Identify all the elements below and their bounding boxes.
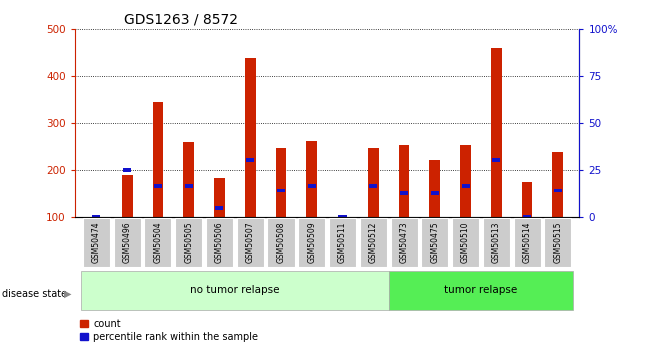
Text: GSM50515: GSM50515 (553, 221, 562, 263)
Bar (122, 175, 133, 217)
FancyBboxPatch shape (114, 218, 141, 267)
Bar (462, 184, 469, 188)
Bar (523, 216, 531, 219)
FancyBboxPatch shape (206, 218, 233, 267)
Text: GDS1263 / 8572: GDS1263 / 8572 (124, 12, 238, 26)
Text: GSM50510: GSM50510 (461, 221, 470, 263)
Text: GSM50473: GSM50473 (400, 221, 409, 263)
FancyBboxPatch shape (421, 218, 449, 267)
Bar (398, 146, 409, 217)
Text: GSM50512: GSM50512 (368, 222, 378, 263)
Bar (307, 141, 317, 217)
Bar (400, 191, 408, 195)
Text: GSM50507: GSM50507 (245, 221, 255, 263)
Bar (277, 189, 285, 193)
Bar (245, 58, 256, 217)
Bar (214, 178, 225, 217)
Text: disease state: disease state (2, 289, 67, 299)
Bar (460, 146, 471, 217)
Text: ▶: ▶ (64, 289, 72, 299)
Bar (154, 184, 162, 188)
FancyBboxPatch shape (237, 218, 264, 267)
FancyBboxPatch shape (81, 271, 389, 310)
Text: GSM50505: GSM50505 (184, 221, 193, 263)
Legend: count, percentile rank within the sample: count, percentile rank within the sample (79, 319, 258, 342)
Bar (521, 182, 533, 217)
FancyBboxPatch shape (268, 218, 294, 267)
Bar (92, 216, 100, 219)
Bar (123, 168, 132, 172)
FancyBboxPatch shape (391, 218, 417, 267)
FancyBboxPatch shape (83, 218, 110, 267)
Text: GSM50513: GSM50513 (492, 221, 501, 263)
Bar (431, 191, 439, 195)
Bar (369, 184, 378, 188)
FancyBboxPatch shape (514, 218, 540, 267)
Bar (553, 151, 563, 217)
Text: GSM50506: GSM50506 (215, 221, 224, 263)
Text: GSM50509: GSM50509 (307, 221, 316, 263)
Bar (339, 216, 346, 219)
FancyBboxPatch shape (145, 218, 171, 267)
FancyBboxPatch shape (483, 218, 510, 267)
Bar (430, 160, 440, 217)
Bar (308, 184, 316, 188)
Text: GSM50514: GSM50514 (523, 221, 532, 263)
FancyBboxPatch shape (544, 218, 572, 267)
Bar (184, 142, 194, 217)
Text: GSM50504: GSM50504 (154, 221, 163, 263)
FancyBboxPatch shape (175, 218, 202, 267)
FancyBboxPatch shape (452, 218, 479, 267)
Bar (215, 206, 223, 210)
Bar (275, 148, 286, 217)
Bar (491, 48, 502, 217)
Text: GSM50496: GSM50496 (122, 221, 132, 263)
FancyBboxPatch shape (389, 271, 574, 310)
Text: GSM50474: GSM50474 (92, 221, 101, 263)
Text: tumor relapse: tumor relapse (445, 285, 518, 295)
FancyBboxPatch shape (329, 218, 356, 267)
Bar (152, 102, 163, 217)
Bar (185, 184, 193, 188)
Bar (368, 148, 379, 217)
Text: GSM50475: GSM50475 (430, 221, 439, 263)
Bar (554, 189, 562, 193)
FancyBboxPatch shape (298, 218, 326, 267)
Text: no tumor relapse: no tumor relapse (190, 285, 279, 295)
FancyBboxPatch shape (360, 218, 387, 267)
Text: GSM50508: GSM50508 (277, 221, 286, 263)
Bar (492, 158, 501, 162)
Bar (246, 158, 255, 162)
Text: GSM50511: GSM50511 (338, 222, 347, 263)
